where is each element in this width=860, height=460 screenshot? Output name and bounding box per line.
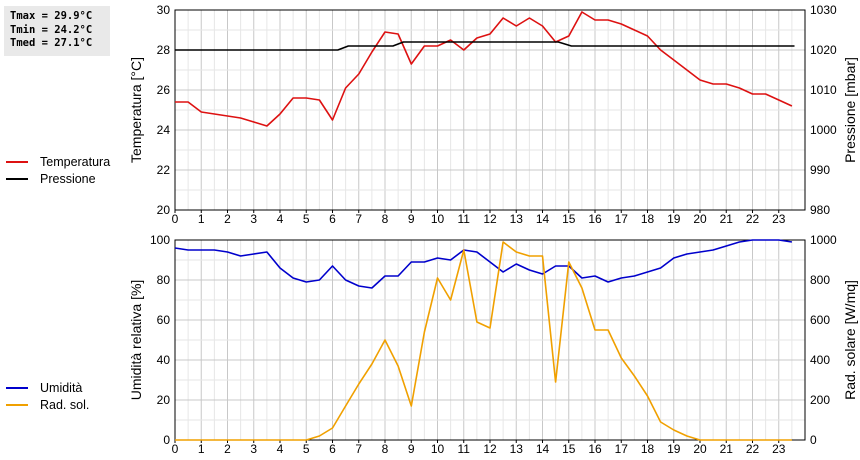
x-tick-label-top: 17 [615, 212, 629, 226]
y2-tick-label-top: 990 [810, 163, 830, 177]
x-tick-label-bottom: 18 [641, 442, 655, 456]
legend-label-umidita: Umidità [40, 380, 83, 395]
legend-swatch-radsol [6, 403, 28, 406]
x-tick-label-top: 4 [277, 212, 284, 226]
y-tick-label-bottom: 20 [157, 393, 171, 407]
x-tick-label-top: 3 [250, 212, 257, 226]
x-tick-label-bottom: 4 [277, 442, 284, 456]
legend-item-temperatura: Temperatura [6, 153, 110, 170]
y2-tick-label-top: 1010 [810, 83, 837, 97]
x-tick-label-bottom: 22 [746, 442, 760, 456]
x-tick-label-top: 11 [458, 212, 471, 226]
y2-axis-label-bottom: Rad. solare [W/mq] [842, 280, 858, 400]
y2-tick-label-top: 1000 [810, 123, 837, 137]
x-tick-label-bottom: 17 [615, 442, 629, 456]
x-tick-label-bottom: 19 [667, 442, 681, 456]
x-tick-label-top: 5 [303, 212, 310, 226]
x-tick-label-top: 16 [588, 212, 602, 226]
y2-tick-label-bottom: 600 [810, 313, 830, 327]
x-tick-label-top: 2 [224, 212, 231, 226]
y-tick-label-top: 26 [157, 83, 171, 97]
y-tick-label-top: 22 [157, 163, 171, 177]
x-tick-label-top: 18 [641, 212, 655, 226]
y-tick-label-bottom: 100 [150, 233, 170, 247]
y2-tick-label-bottom: 200 [810, 393, 830, 407]
y2-tick-label-bottom: 400 [810, 353, 830, 367]
legend-item-pressione: Pressione [6, 170, 110, 187]
y-tick-label-bottom: 40 [157, 353, 171, 367]
x-tick-label-top: 21 [720, 212, 734, 226]
x-tick-label-bottom: 5 [303, 442, 310, 456]
legend-item-umidita: Umidità [6, 379, 89, 396]
series-line-rad-sol [175, 241, 792, 441]
y-tick-label-bottom: 60 [157, 313, 171, 327]
x-tick-label-bottom: 12 [483, 442, 497, 456]
series-line-pressione [175, 41, 795, 51]
x-tick-label-top: 7 [355, 212, 362, 226]
series-line-umidit [174, 239, 793, 289]
x-tick-label-bottom: 2 [224, 442, 231, 456]
x-tick-label-bottom: 23 [772, 442, 786, 456]
x-tick-label-top: 22 [746, 212, 760, 226]
y-tick-label-top: 24 [157, 123, 171, 137]
y2-tick-label-bottom: 1000 [810, 233, 837, 247]
y-axis-label-bottom: Umidità relativa [%] [128, 280, 144, 401]
stats-box: Tmax = 29.9°C Tmin = 24.2°C Tmed = 27.1°… [4, 6, 110, 56]
x-tick-label-top: 23 [772, 212, 786, 226]
x-tick-label-bottom: 8 [382, 442, 389, 456]
x-tick-label-bottom: 9 [408, 442, 415, 456]
tmax-text: Tmax = 29.9°C [10, 10, 93, 22]
y-tick-label-bottom: 80 [157, 273, 171, 287]
y2-tick-label-top: 1030 [810, 3, 837, 17]
x-tick-label-bottom: 10 [431, 442, 445, 456]
legend-swatch-temperatura [6, 160, 28, 163]
x-tick-label-bottom: 16 [588, 442, 602, 456]
legend-swatch-umidita [6, 386, 28, 389]
y-tick-label-top: 20 [157, 203, 171, 217]
x-tick-label-bottom: 21 [720, 442, 734, 456]
x-tick-label-top: 0 [172, 212, 179, 226]
x-tick-label-top: 12 [483, 212, 497, 226]
x-tick-label-bottom: 13 [510, 442, 524, 456]
legend-label-radsol: Rad. sol. [40, 397, 90, 412]
legend-label-pressione: Pressione [40, 171, 96, 186]
y2-tick-label-bottom: 800 [810, 273, 830, 287]
x-tick-label-bottom: 1 [198, 442, 205, 456]
y-tick-label-top: 30 [157, 3, 171, 17]
x-tick-label-top: 10 [431, 212, 445, 226]
series-line-temperatura [175, 11, 793, 127]
y2-tick-label-top: 980 [810, 203, 830, 217]
x-tick-label-top: 1 [198, 212, 205, 226]
x-tick-label-bottom: 0 [172, 442, 179, 456]
y2-axis-label-top: Pressione [mbar] [842, 57, 858, 163]
x-tick-label-bottom: 15 [562, 442, 576, 456]
y-tick-label-top: 28 [157, 43, 171, 57]
x-tick-label-bottom: 6 [329, 442, 336, 456]
x-tick-label-bottom: 11 [458, 442, 471, 456]
y-axis-label-top: Temperatura [°C] [128, 57, 144, 163]
tmed-text: Tmed = 27.1°C [10, 37, 93, 49]
x-tick-label-top: 19 [667, 212, 681, 226]
legend-label-temperatura: Temperatura [40, 154, 111, 169]
x-tick-label-top: 8 [382, 212, 389, 226]
x-tick-label-top: 6 [329, 212, 336, 226]
x-tick-label-bottom: 20 [693, 442, 707, 456]
y-tick-label-bottom: 0 [163, 433, 170, 447]
x-tick-label-top: 15 [562, 212, 576, 226]
tmin-text: Tmin = 24.2°C [10, 23, 93, 36]
x-tick-label-top: 13 [510, 212, 524, 226]
x-tick-label-bottom: 3 [250, 442, 257, 456]
legend-swatch-pressione [6, 177, 28, 180]
x-tick-label-bottom: 14 [536, 442, 550, 456]
x-tick-label-bottom: 7 [355, 442, 362, 456]
legend-bottom: Umidità Rad. sol. [6, 379, 89, 413]
legend-item-radsol: Rad. sol. [6, 396, 89, 413]
x-tick-label-top: 20 [693, 212, 707, 226]
x-tick-label-top: 9 [408, 212, 415, 226]
y2-tick-label-bottom: 0 [810, 433, 817, 447]
x-tick-label-top: 14 [536, 212, 550, 226]
y2-tick-label-top: 1020 [810, 43, 837, 57]
legend-top: Temperatura Pressione [6, 153, 110, 187]
